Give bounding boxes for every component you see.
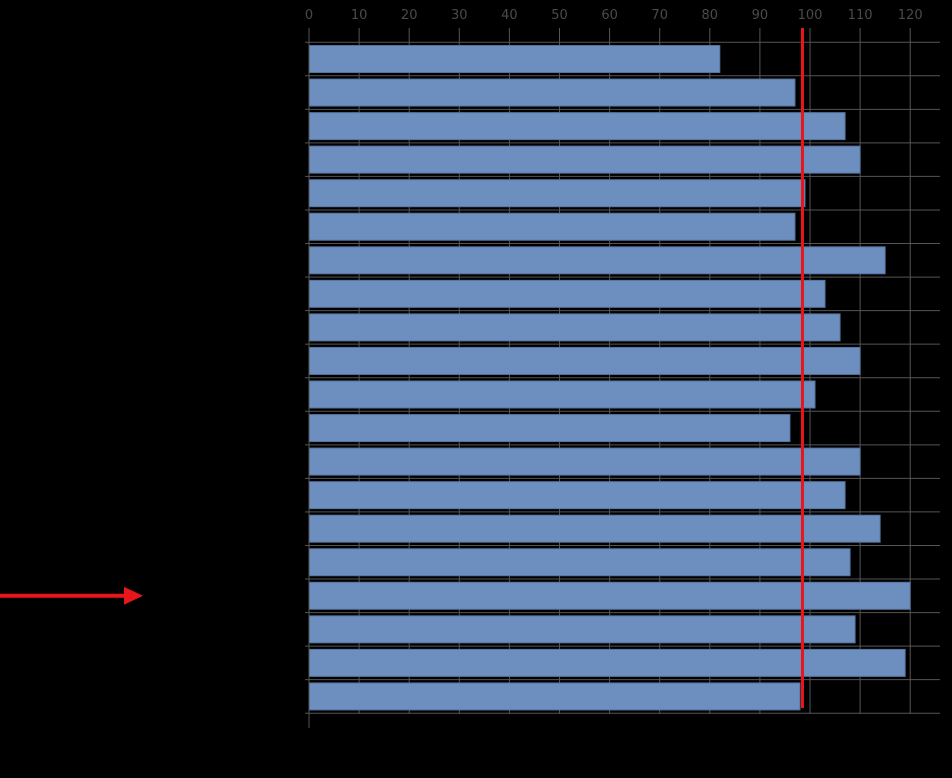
x-tick-label: 20 [401,8,418,23]
bar [308,380,816,409]
x-tick-label: 100 [798,8,823,23]
bar [308,179,806,208]
pointer-arrow-icon [0,586,143,605]
x-tick-label: 80 [702,8,719,23]
x-tick-label: 50 [551,8,568,23]
bar [308,481,846,510]
bar [308,581,911,610]
bar [308,279,826,308]
x-tick-label: 70 [651,8,668,23]
x-tick-label: 90 [752,8,769,23]
x-tick-label: 40 [501,8,518,23]
x-tick-label: 60 [601,8,618,23]
arrow-head [124,586,143,605]
bar [308,514,881,543]
x-tick-label: 0 [305,8,313,23]
bar [308,145,861,174]
x-tick-label: 10 [351,8,368,23]
x-tick-label: 110 [848,8,873,23]
bar [308,78,796,107]
bar [308,682,801,711]
bar [308,615,856,644]
x-tick-label: 30 [451,8,468,23]
x-axis-ticks: 0 10 20 30 40 50 60 70 80 90 100 110 120 [305,8,923,714]
bar [308,648,906,677]
bar [308,313,841,342]
bar [308,447,861,476]
bar [308,414,791,443]
bar [308,548,851,577]
bar [308,45,721,73]
bar [308,246,886,275]
bar [308,212,796,241]
bar [308,112,846,141]
bar [308,346,861,375]
bars [308,45,911,711]
x-tick-label: 120 [898,8,923,23]
